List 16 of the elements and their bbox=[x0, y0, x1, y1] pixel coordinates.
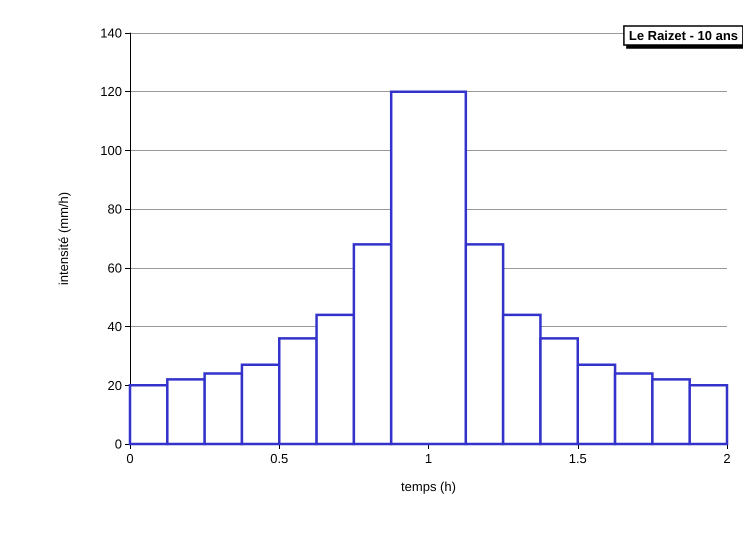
y-tick-label: 0 bbox=[114, 436, 122, 452]
y-tick-label: 100 bbox=[100, 142, 122, 158]
y-tick-label: 80 bbox=[108, 202, 122, 217]
y-tick-label: 60 bbox=[108, 260, 122, 276]
y-tick-label: 40 bbox=[108, 319, 122, 334]
x-tick-label: 0 bbox=[126, 451, 134, 466]
x-tick-label: 1.5 bbox=[568, 451, 587, 466]
y-axis-title: intensité (mm/h) bbox=[56, 192, 71, 286]
x-tick-label: 0.5 bbox=[270, 451, 288, 466]
chart-title: Le Raizet - 10 ans bbox=[628, 28, 738, 43]
x-axis-title: temps (h) bbox=[401, 479, 456, 494]
x-tick-label: 2 bbox=[723, 451, 731, 466]
y-tick-label: 140 bbox=[100, 26, 122, 40]
y-tick-label: 20 bbox=[108, 378, 122, 393]
y-tick-label: 120 bbox=[100, 84, 122, 100]
x-tick-label: 1 bbox=[424, 451, 432, 466]
